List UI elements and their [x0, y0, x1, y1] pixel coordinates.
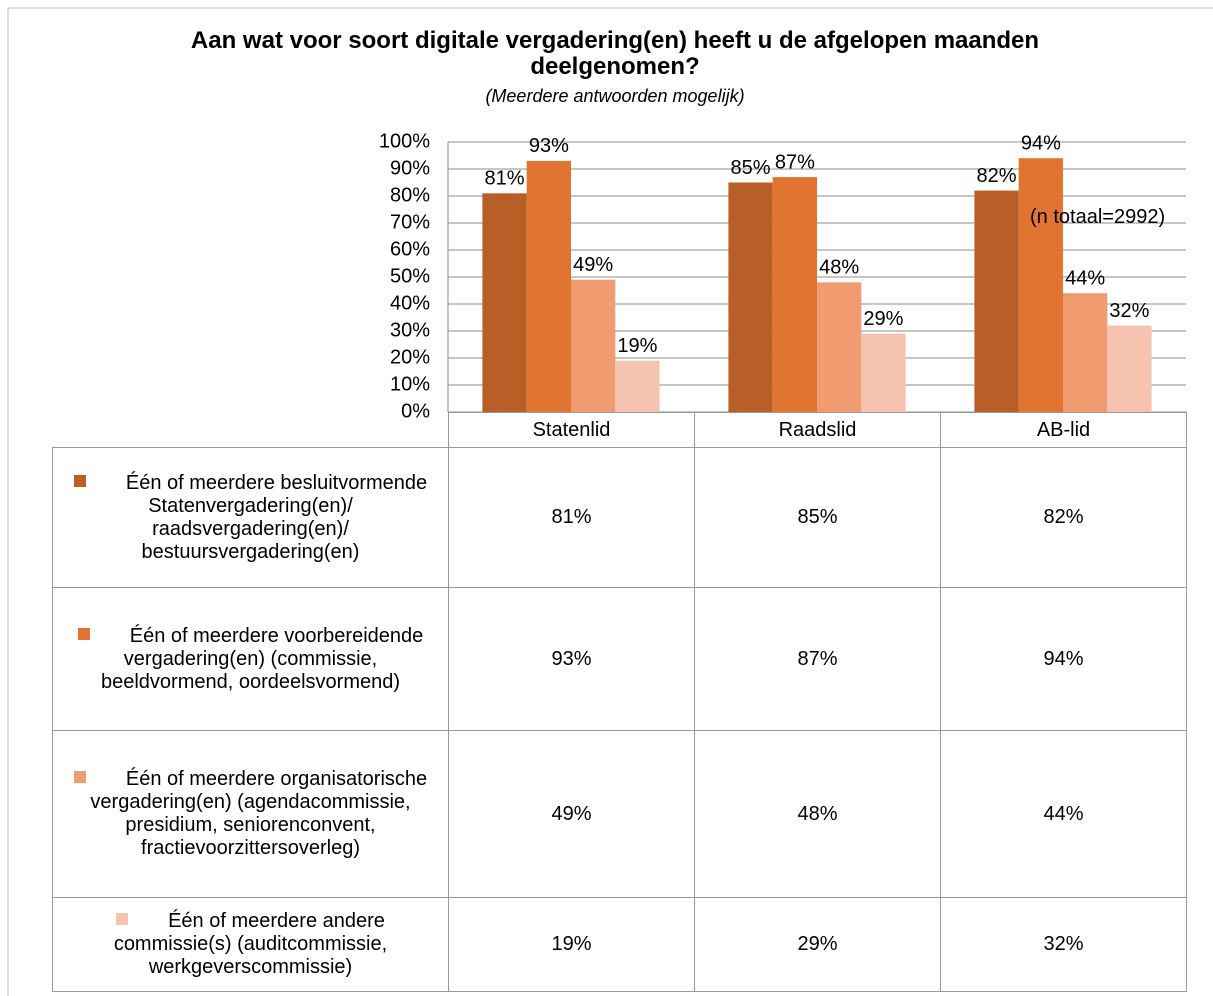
legend-label: Één of meerdere besluitvormende Statenve… — [125, 471, 428, 563]
y-tick-label: 0% — [401, 400, 430, 422]
bar — [1107, 325, 1152, 412]
table-value: 94% — [940, 587, 1187, 731]
table-value: 49% — [448, 730, 695, 898]
y-tick-label: 50% — [390, 265, 430, 287]
table-value: 48% — [694, 730, 941, 898]
table-value: 81% — [448, 447, 695, 588]
data-label: 82% — [977, 165, 1017, 187]
y-tick-label: 80% — [390, 184, 430, 206]
chart-subtitle: (Meerdere antwoorden mogelijk) — [485, 86, 745, 106]
x-tick-label: Statenlid — [448, 412, 695, 448]
data-label: 44% — [1065, 267, 1105, 289]
y-tick-label: 90% — [390, 157, 430, 179]
data-label: 29% — [863, 308, 903, 330]
legend-entry: Één of meerdere andere commissie(s) (aud… — [65, 910, 436, 979]
data-label: 19% — [617, 335, 657, 357]
legend-label: Één of meerdere voorbereidende vergaderi… — [100, 624, 424, 693]
legend-marker — [77, 627, 90, 640]
x-tick-label: AB-lid — [940, 412, 1187, 448]
bar — [728, 182, 773, 412]
data-label: 87% — [775, 151, 815, 173]
legend-marker — [116, 913, 129, 925]
bar — [1018, 158, 1063, 412]
y-tick-label: 40% — [390, 292, 430, 314]
table-value: 32% — [940, 897, 1187, 992]
bar — [861, 333, 906, 412]
y-tick-label: 10% — [390, 373, 430, 395]
y-tick-label: 100% — [379, 130, 430, 152]
chart-title: Aan wat voor soort digitale vergadering(… — [190, 27, 1040, 80]
bar — [772, 177, 817, 412]
y-tick-label: 20% — [390, 346, 430, 368]
bar — [974, 190, 1019, 412]
legend-label: Één of meerdere andere commissie(s) (aud… — [113, 910, 388, 978]
legend-marker — [73, 474, 86, 487]
y-tick-label: 70% — [390, 211, 430, 233]
table-value: 82% — [940, 447, 1187, 588]
data-label: 49% — [573, 254, 613, 276]
table-value: 87% — [694, 587, 941, 731]
legend-entry: Één of meerdere besluitvormende Statenve… — [65, 472, 436, 564]
bar — [1063, 293, 1108, 412]
table-value: 93% — [448, 587, 695, 731]
legend-cell: Één of meerdere andere commissie(s) (aud… — [52, 897, 449, 992]
legend-label: Één of meerdere organisatorische vergade… — [90, 768, 428, 859]
x-tick-label: Raadslid — [694, 412, 941, 448]
data-label: 81% — [485, 168, 525, 190]
legend-cell: Één of meerdere organisatorische vergade… — [52, 730, 449, 898]
y-tick-label: 30% — [390, 319, 430, 341]
legend-entry: Één of meerdere voorbereidende vergaderi… — [65, 625, 436, 694]
table-value: 44% — [940, 730, 1187, 898]
bar — [817, 282, 862, 412]
bar — [571, 279, 616, 412]
data-label: 32% — [1109, 300, 1149, 322]
bar — [526, 160, 571, 412]
data-label: 93% — [529, 135, 569, 157]
table-value: 19% — [448, 897, 695, 992]
table-value: 29% — [694, 897, 941, 992]
y-tick-label: 60% — [390, 238, 430, 260]
data-label: 48% — [819, 257, 859, 279]
bar — [615, 360, 660, 412]
bar — [482, 193, 527, 412]
legend-cell: Één of meerdere voorbereidende vergaderi… — [52, 587, 449, 731]
data-label: 85% — [731, 157, 771, 179]
table-value: 85% — [694, 447, 941, 588]
data-label: 94% — [1021, 132, 1061, 154]
legend-marker — [73, 771, 86, 783]
legend-entry: Één of meerdere organisatorische vergade… — [65, 768, 436, 860]
legend-cell: Één of meerdere besluitvormende Statenve… — [52, 447, 449, 588]
annotation: (n totaal=2992) — [1030, 206, 1166, 228]
